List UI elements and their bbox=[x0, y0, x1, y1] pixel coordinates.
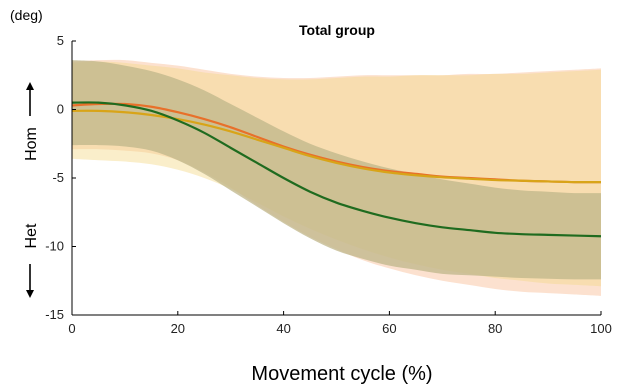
ylabel-het: Het bbox=[23, 223, 40, 248]
het-direction: Het bbox=[23, 223, 40, 298]
series-2-line bbox=[71, 109, 602, 184]
y-tick-label: -15 bbox=[45, 307, 64, 322]
axes: 5 0 -5 -10 -15 0 20 40 60 80 100 bbox=[45, 33, 612, 336]
x-tick-label: 0 bbox=[68, 321, 75, 336]
hom-direction: Hom bbox=[23, 82, 40, 161]
arrow-up-head-icon bbox=[26, 82, 34, 90]
y-tick-label: -10 bbox=[45, 239, 64, 254]
x-tick-label: 60 bbox=[382, 321, 396, 336]
series-3-line bbox=[71, 101, 602, 238]
series-lines bbox=[71, 101, 602, 238]
ylabel-hom: Hom bbox=[23, 127, 40, 161]
y-ticks: 5 0 -5 -10 -15 bbox=[45, 33, 76, 322]
y-tick-label: -5 bbox=[52, 170, 64, 185]
arrow-down-head-icon bbox=[26, 290, 34, 298]
y-tick-label: 5 bbox=[57, 33, 64, 48]
x-tick-label: 40 bbox=[276, 321, 290, 336]
x-axis-label: Movement cycle (%) bbox=[251, 363, 432, 385]
chart-title: Total group bbox=[299, 22, 375, 38]
x-tick-label: 80 bbox=[488, 321, 502, 336]
confidence-bands bbox=[72, 59, 601, 296]
y-tick-label: 0 bbox=[57, 102, 64, 117]
y-unit-label: (deg) bbox=[10, 7, 43, 23]
x-tick-label: 20 bbox=[171, 321, 185, 336]
x-ticks: 0 20 40 60 80 100 bbox=[68, 311, 612, 336]
x-tick-label: 100 bbox=[590, 321, 612, 336]
series-3-band bbox=[72, 60, 601, 280]
